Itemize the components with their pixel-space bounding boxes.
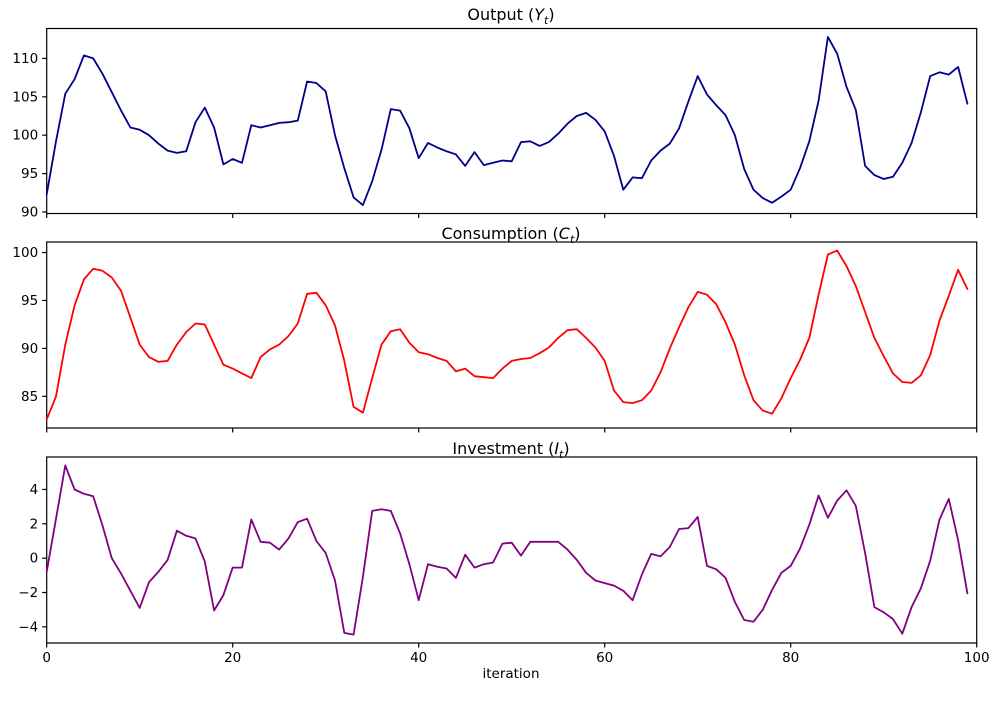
- y-tick-label: 105: [12, 89, 38, 105]
- x-tick-label: 60: [596, 650, 613, 666]
- y-tick-label: 95: [21, 293, 38, 309]
- investment-symbol-subscript: t: [559, 448, 564, 462]
- consumption-symbol-subscript: t: [569, 233, 575, 247]
- investment-plot-frame: [46, 456, 978, 644]
- output-symbol: Y: [534, 5, 545, 24]
- output-line: [45, 36, 969, 207]
- investment-chart-title: Investment (It): [46, 439, 976, 465]
- y-tick-label: 4: [30, 482, 39, 498]
- y-tick-label: 0: [30, 551, 39, 567]
- consumption-symbol: C: [558, 224, 570, 243]
- x-tick-label: 40: [410, 650, 427, 666]
- investment-title-close: ): [563, 439, 570, 458]
- x-axis-label: iteration: [482, 666, 540, 682]
- x-tick-label: 80: [782, 650, 799, 666]
- output-plot-frame: [46, 27, 978, 215]
- y-tick-label: 100: [12, 245, 38, 261]
- output-chart-title: Output (Yt): [46, 5, 976, 31]
- y-tick-label: 110: [12, 51, 38, 67]
- output-title-close: ): [548, 5, 555, 24]
- x-tick-label: 100: [964, 650, 990, 666]
- consumption-chart-title: Consumption (Ct): [46, 224, 976, 250]
- y-tick-label: 2: [30, 516, 39, 532]
- y-tick-label: 90: [21, 341, 38, 357]
- investment-symbol: I: [554, 439, 560, 458]
- y-tick-label: 85: [21, 389, 38, 405]
- x-tick-label: 20: [224, 650, 241, 666]
- y-tick-label: −4: [18, 619, 38, 635]
- consumption-title-close: ): [574, 224, 581, 243]
- consumption-plot-frame: [46, 241, 978, 429]
- consumption-title-text: Consumption (: [441, 224, 559, 243]
- y-tick-label: 100: [12, 128, 38, 144]
- consumption-line: [45, 249, 969, 421]
- output-symbol-subscript: t: [544, 14, 549, 28]
- y-tick-label: −2: [18, 585, 38, 601]
- output-title-text: Output (: [467, 5, 535, 24]
- x-tick-label: 0: [42, 650, 51, 666]
- y-tick-label: 95: [21, 166, 38, 182]
- investment-line: [45, 464, 969, 636]
- investment-title-text: Investment (: [452, 439, 555, 458]
- y-tick-label: 90: [21, 204, 38, 220]
